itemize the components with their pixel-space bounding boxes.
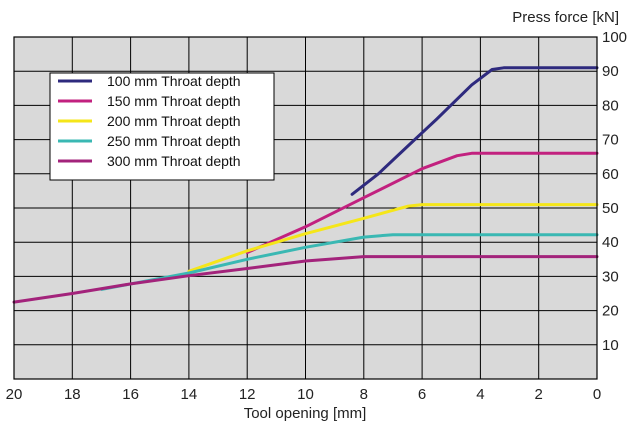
- x-tick-label-7: 6: [418, 386, 426, 403]
- legend-label-2: 150 mm Throat depth: [107, 93, 241, 109]
- y-tick-label-6: 70: [602, 132, 619, 149]
- legend-label-4: 250 mm Throat depth: [107, 133, 241, 149]
- legend-label-5: 300 mm Throat depth: [107, 153, 241, 169]
- series-line-2: [245, 151, 599, 254]
- y-tick-label-4: 50: [602, 200, 619, 217]
- x-tick-label-0: 20: [6, 386, 23, 403]
- legend-label-1: 100 mm Throat depth: [107, 73, 241, 89]
- y-tick-label-0: 10: [602, 337, 619, 354]
- x-tick-label-9: 2: [535, 386, 543, 403]
- y-tick-label-2: 30: [602, 268, 619, 285]
- x-tick-label-1: 18: [64, 386, 81, 403]
- y-tick-label-7: 80: [602, 97, 619, 114]
- series-line-5: [12, 255, 599, 304]
- x-tick-label-8: 4: [476, 386, 484, 403]
- y-tick-label-1: 20: [602, 303, 619, 320]
- y-tick-label-8: 90: [602, 63, 619, 80]
- x-tick-label-10: 0: [593, 386, 601, 403]
- y-tick-labels: 10 20 30 40 50 60 70 80 90 100: [602, 29, 627, 354]
- x-tick-label-5: 10: [297, 386, 314, 403]
- legend-label-3: 200 mm Throat depth: [107, 113, 241, 129]
- y-tick-label-5: 60: [602, 166, 619, 183]
- series-lines: [12, 66, 599, 304]
- plot-frame: [13, 36, 598, 380]
- x-tick-labels: 20 18 16 14 12 10 8 6 4 2 0: [6, 386, 602, 403]
- y-tick-label-3: 40: [602, 234, 619, 251]
- legend: 100 mm Throat depth 150 mm Throat depth 20…: [49, 72, 275, 181]
- y-tick-label-9: 100: [602, 29, 627, 46]
- x-tick-label-2: 16: [122, 386, 139, 403]
- series-line-1: [350, 66, 599, 196]
- series-line-3: [187, 203, 599, 273]
- x-tick-label-6: 8: [360, 386, 368, 403]
- x-tick-label-4: 12: [239, 386, 256, 403]
- x-axis-title: Tool opening [mm]: [244, 405, 367, 422]
- y-axis-title: Press force [kN]: [512, 9, 619, 26]
- series-line-4: [100, 233, 599, 291]
- x-tick-label-3: 14: [181, 386, 198, 403]
